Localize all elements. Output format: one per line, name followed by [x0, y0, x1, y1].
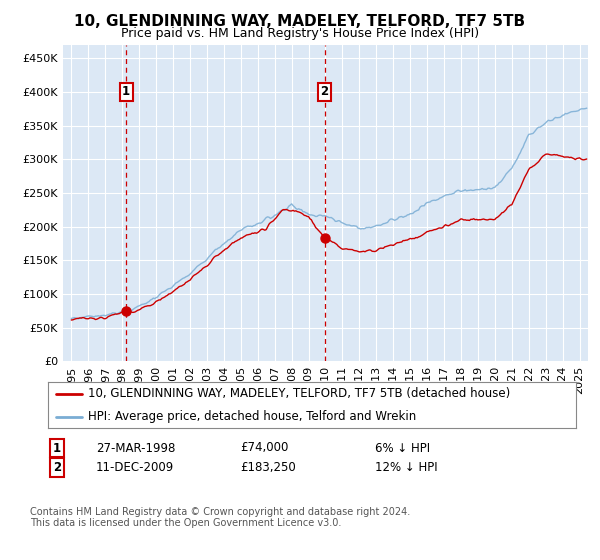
Text: £74,000: £74,000: [240, 441, 289, 455]
Text: 2: 2: [53, 461, 61, 474]
Text: 11-DEC-2009: 11-DEC-2009: [96, 461, 174, 474]
Text: 1: 1: [122, 86, 130, 99]
Text: Contains HM Land Registry data © Crown copyright and database right 2024.
This d: Contains HM Land Registry data © Crown c…: [30, 507, 410, 529]
Text: HPI: Average price, detached house, Telford and Wrekin: HPI: Average price, detached house, Telf…: [88, 410, 416, 423]
Text: 10, GLENDINNING WAY, MADELEY, TELFORD, TF7 5TB: 10, GLENDINNING WAY, MADELEY, TELFORD, T…: [74, 14, 526, 29]
Text: 1: 1: [53, 441, 61, 455]
Text: 27-MAR-1998: 27-MAR-1998: [96, 441, 175, 455]
Text: 10, GLENDINNING WAY, MADELEY, TELFORD, TF7 5TB (detached house): 10, GLENDINNING WAY, MADELEY, TELFORD, T…: [88, 388, 510, 400]
Text: £183,250: £183,250: [240, 461, 296, 474]
Text: 6% ↓ HPI: 6% ↓ HPI: [375, 441, 430, 455]
Text: 12% ↓ HPI: 12% ↓ HPI: [375, 461, 437, 474]
Text: 2: 2: [320, 86, 329, 99]
Text: Price paid vs. HM Land Registry's House Price Index (HPI): Price paid vs. HM Land Registry's House …: [121, 27, 479, 40]
